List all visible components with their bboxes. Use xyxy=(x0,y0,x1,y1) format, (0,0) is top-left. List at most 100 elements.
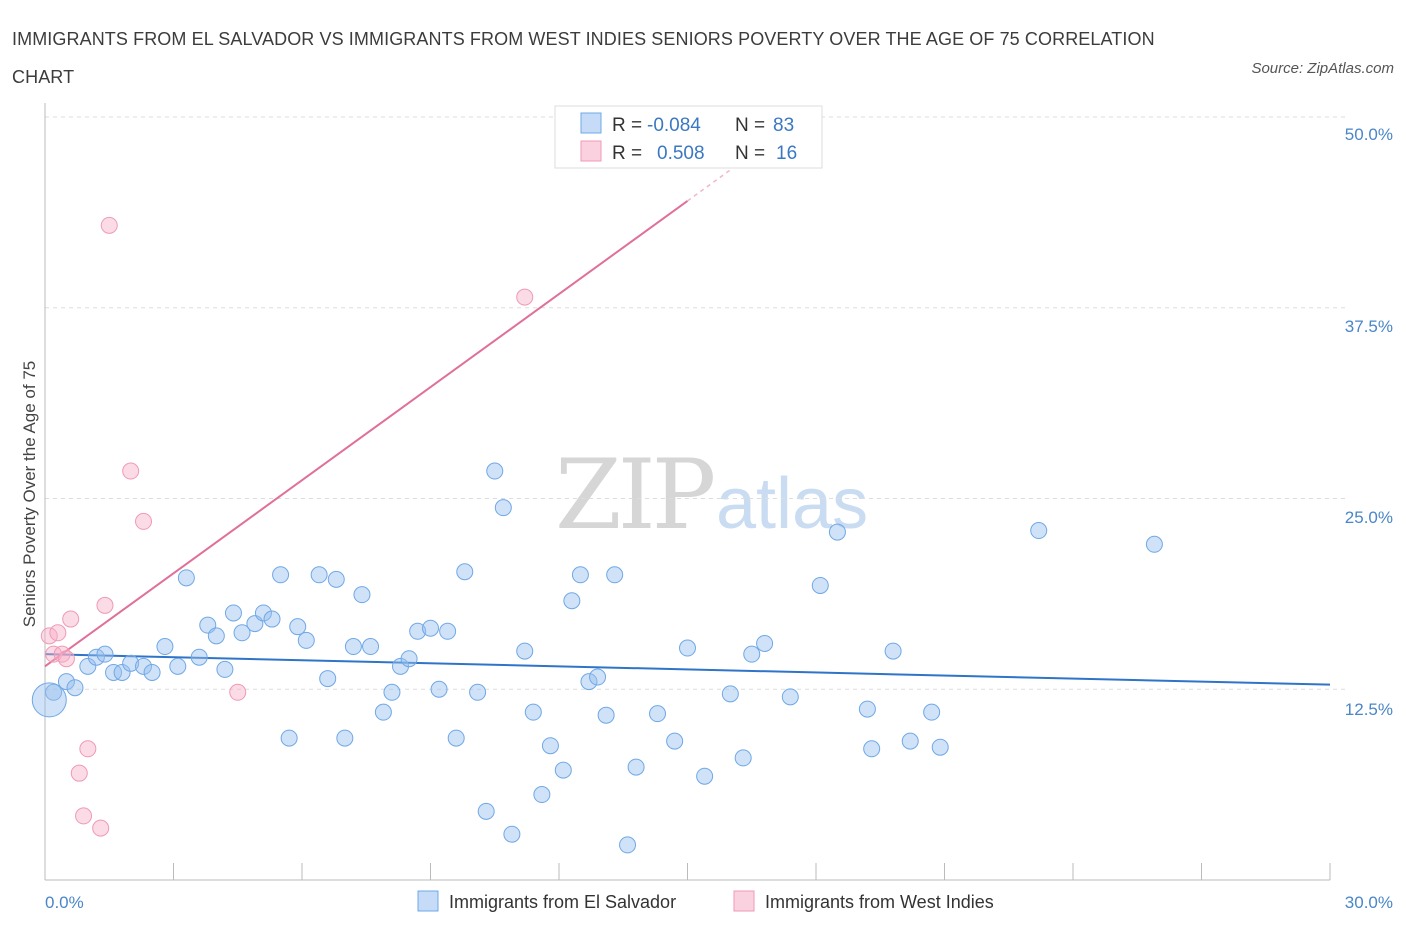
point-el-salvador xyxy=(310,566,328,584)
point-west-indies xyxy=(49,624,67,642)
legend-r-label-2: R = xyxy=(612,143,642,164)
point-el-salvador xyxy=(233,624,251,642)
point-el-salvador xyxy=(541,737,559,755)
legend-label-west-indies: Immigrants from West Indies xyxy=(765,892,994,912)
point-el-salvador xyxy=(447,729,465,747)
y-tick-label-12-5: 12.5% xyxy=(1345,700,1393,719)
point-el-salvador xyxy=(177,569,195,587)
point-el-salvador xyxy=(1145,535,1163,553)
point-el-salvador xyxy=(319,670,337,688)
point-el-salvador xyxy=(272,566,290,584)
point-west-indies xyxy=(96,596,114,614)
point-el-salvador xyxy=(224,604,242,622)
point-west-indies xyxy=(45,645,63,663)
legend-n-label-2: N = xyxy=(735,143,765,164)
point-el-salvador xyxy=(169,657,187,675)
point-el-salvador xyxy=(400,650,418,668)
point-el-salvador xyxy=(606,566,624,584)
point-el-salvador xyxy=(696,767,714,785)
point-el-salvador xyxy=(57,673,75,691)
legend-swatch-el-salvador xyxy=(417,890,439,912)
source-label: Source: ZipAtlas.com xyxy=(1251,60,1394,77)
point-el-salvador xyxy=(105,663,123,681)
point-west-indies xyxy=(70,764,88,782)
point-el-salvador xyxy=(597,706,615,724)
legend-swatch-pink xyxy=(580,140,602,162)
point-el-salvador xyxy=(486,462,504,480)
point-el-salvador xyxy=(679,639,696,657)
point-el-salvador xyxy=(383,683,401,701)
point-west-indies xyxy=(75,807,93,825)
point-el-salvador xyxy=(627,758,645,776)
x-tick-label-min: 0.0% xyxy=(45,893,84,912)
point-el-salvador xyxy=(362,638,380,656)
point-el-salvador xyxy=(494,499,512,517)
legend-n-value-2: 16 xyxy=(776,143,797,164)
point-el-salvador xyxy=(439,622,457,640)
point-el-salvador xyxy=(734,749,752,767)
point-el-salvador xyxy=(666,732,684,750)
point-el-salvador xyxy=(122,654,140,672)
point-el-salvador xyxy=(516,642,534,660)
point-el-salvador xyxy=(524,703,542,721)
series-legend: Immigrants from El Salvador Immigrants f… xyxy=(417,890,994,912)
point-el-salvador xyxy=(66,679,84,697)
point-el-salvador xyxy=(327,570,345,588)
point-west-indies xyxy=(62,610,80,628)
legend-swatch-blue xyxy=(580,112,602,134)
point-el-salvador xyxy=(143,663,161,681)
point-el-salvador xyxy=(503,825,521,843)
point-el-salvador xyxy=(190,648,208,666)
point-el-salvador xyxy=(409,622,427,640)
legend-r-label-1: R = xyxy=(612,115,642,136)
point-el-salvador-large xyxy=(31,682,67,718)
legend-r-value-1: -0.084 xyxy=(647,115,701,136)
point-el-salvador xyxy=(96,645,114,663)
point-el-salvador xyxy=(828,523,846,541)
point-west-indies xyxy=(122,462,140,480)
point-west-indies xyxy=(100,216,118,234)
y-tick-label-37-5: 37.5% xyxy=(1345,317,1393,336)
point-el-salvador xyxy=(353,586,371,604)
y-axis-label: Seniors Poverty Over the Age of 75 xyxy=(20,361,39,627)
chart-title: IMMIGRANTS FROM EL SALVADOR VS IMMIGRANT… xyxy=(12,29,1155,87)
point-el-salvador xyxy=(45,683,63,701)
point-el-salvador xyxy=(619,836,637,854)
point-el-salvador xyxy=(280,729,298,747)
watermark-zip: ZIP xyxy=(555,439,714,551)
point-el-salvador xyxy=(781,688,799,706)
legend-label-el-salvador: Immigrants from El Salvador xyxy=(449,892,676,912)
point-el-salvador xyxy=(811,576,829,594)
point-el-salvador xyxy=(721,685,739,703)
point-el-salvador xyxy=(1030,522,1048,540)
point-el-salvador xyxy=(923,703,941,721)
point-el-salvador xyxy=(571,566,589,584)
point-el-salvador xyxy=(263,610,281,628)
y-tick-label-50: 50.0% xyxy=(1345,125,1393,144)
point-el-salvador xyxy=(580,673,598,691)
point-west-indies xyxy=(79,740,97,758)
correlation-legend: R = -0.084 N = 83 R = 0.508 N = 16 xyxy=(554,105,823,169)
point-el-salvador xyxy=(589,668,607,686)
point-west-indies xyxy=(92,819,110,837)
point-el-salvador xyxy=(79,657,97,675)
data-points xyxy=(31,216,1163,854)
point-el-salvador xyxy=(336,729,354,747)
legend-r-value-2: 0.508 xyxy=(657,143,705,164)
point-west-indies xyxy=(229,683,247,701)
point-el-salvador xyxy=(554,761,572,779)
point-el-salvador xyxy=(563,592,581,610)
point-el-salvador xyxy=(858,700,876,718)
point-el-salvador xyxy=(901,732,919,750)
point-west-indies xyxy=(57,650,75,668)
point-el-salvador xyxy=(477,802,495,820)
point-el-salvador xyxy=(113,663,131,681)
trend-line-el-salvador xyxy=(44,653,1331,686)
point-el-salvador xyxy=(430,680,448,698)
point-west-indies xyxy=(135,512,153,530)
point-el-salvador xyxy=(289,618,307,636)
point-el-salvador xyxy=(884,642,902,660)
point-el-salvador xyxy=(422,619,439,637)
point-el-salvador xyxy=(135,657,153,675)
point-el-salvador xyxy=(374,703,392,721)
